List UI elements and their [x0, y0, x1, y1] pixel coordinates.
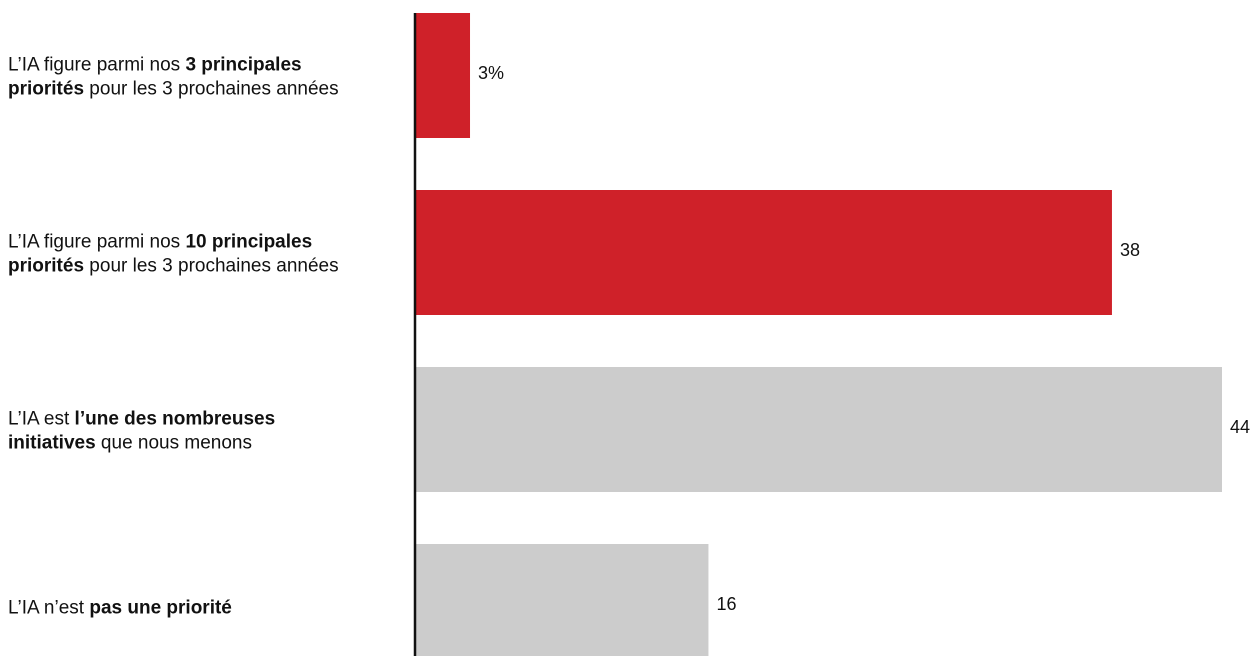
category-label-1-part: priorités	[8, 79, 84, 100]
category-label-3-part: L’IA est	[8, 409, 75, 430]
bars-group	[415, 13, 1222, 656]
value-label-3: 44	[1230, 417, 1250, 437]
category-label-2-part: priorités	[8, 256, 84, 277]
category-label-1-part: pour les 3 prochaines années	[84, 79, 339, 100]
category-label-3: L’IA est l’une des nombreuses initiatives…	[8, 409, 275, 454]
category-label-2-part: 10 principales	[185, 232, 312, 253]
category-label-3-part: que nous menons	[96, 433, 252, 454]
category-label-3-part: l’une des nombreuses	[75, 409, 276, 430]
category-label-1-part: 3 principales	[185, 55, 301, 76]
value-label-1: 3%	[478, 63, 504, 83]
value-label-4: 16	[716, 594, 736, 614]
value-label-2: 38	[1120, 240, 1140, 260]
value-labels-group: 3% 38 44 16	[478, 63, 1250, 614]
bar-3	[415, 367, 1222, 492]
bar-4	[415, 544, 709, 656]
category-label-1: L’IA figure parmi nos 3 principales prior…	[8, 55, 339, 100]
category-label-2-part: L’IA figure parmi nos	[8, 232, 185, 253]
category-label-1-part: L’IA figure parmi nos	[8, 55, 185, 76]
category-label-4-part: pas une priorité	[89, 598, 232, 619]
category-label-3-part: initiatives	[8, 433, 96, 454]
bar-1	[415, 13, 471, 138]
category-labels-group: L’IA figure parmi nos 3 principales prior…	[8, 55, 339, 619]
category-label-4-part: L’IA n’est	[8, 598, 89, 619]
category-label-2-part: pour les 3 prochaines années	[84, 256, 339, 277]
bar-2	[415, 190, 1112, 315]
category-label-2: L’IA figure parmi nos 10 principales prio…	[8, 232, 339, 277]
category-label-4: L’IA n’est pas une priorité	[8, 598, 232, 619]
